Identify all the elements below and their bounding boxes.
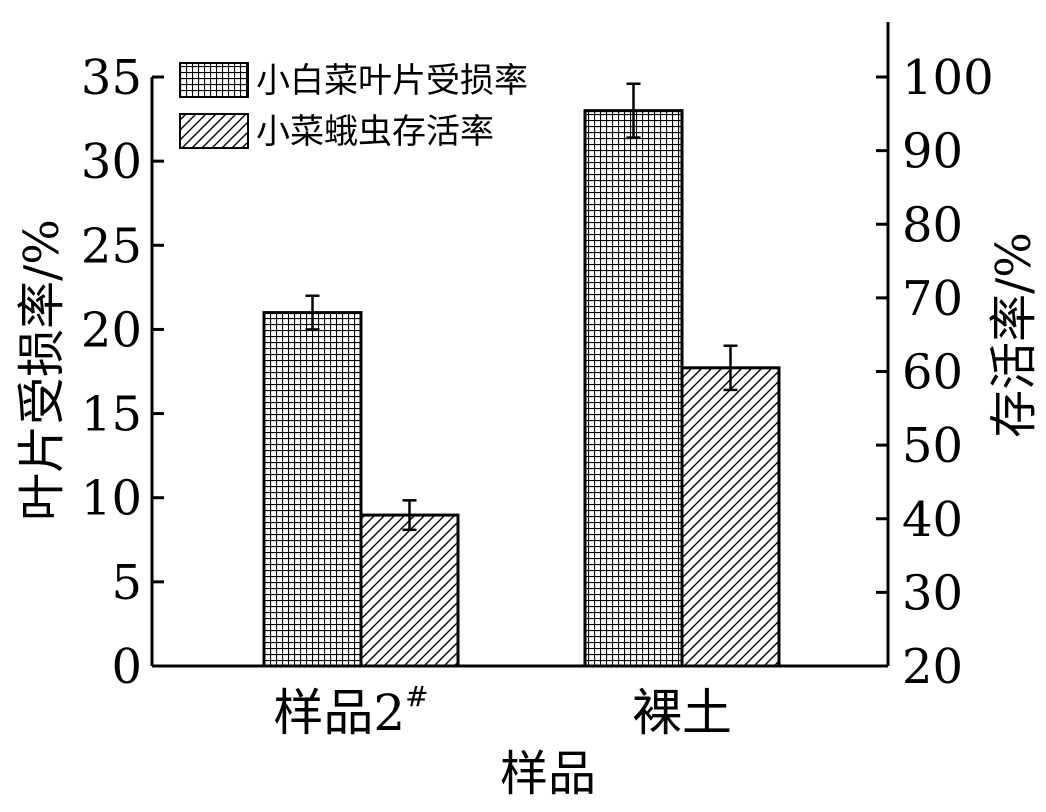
category-label-sample2: 样品2# (273, 680, 428, 742)
y-axis-right-title: 存活率/% (986, 232, 1042, 438)
y-right-tick-label: 100 (902, 50, 994, 106)
legend-swatch-survival (179, 113, 249, 149)
y-left-tick-label: 15 (81, 387, 142, 443)
bar-leaf-damage (583, 109, 684, 668)
legend-label-leaf-damage: 小白菜叶片受损率 (256, 61, 528, 101)
bar-leaf-damage (262, 311, 363, 668)
y-left-tick-label: 35 (81, 50, 142, 106)
legend-label-survival: 小菜蛾虫存活率 (256, 112, 494, 152)
y-left-tick-label: 25 (81, 218, 142, 274)
y-left-tick-label: 5 (111, 555, 142, 611)
y-left-tick-label: 0 (111, 639, 142, 695)
y-left-tick-label: 20 (81, 302, 142, 358)
x-axis-title: 样品 (500, 746, 596, 802)
y-left-tick-label: 10 (81, 471, 142, 527)
y-right-tick-label: 30 (902, 565, 963, 621)
y-right-tick-label: 90 (902, 124, 963, 180)
bar-survival (680, 366, 781, 668)
y-right-tick-label: 60 (902, 345, 963, 401)
ticks: 0 5 10 15 20 25 30 35 20 30 40 50 60 70 80 90 100 (81, 50, 994, 695)
y-axis-left-title: 叶片受损率/% (14, 219, 70, 521)
bars (262, 82, 781, 668)
y-right-tick-label: 70 (902, 271, 963, 327)
y-left-tick-label: 30 (81, 134, 142, 190)
y-right-tick-label: 20 (902, 639, 963, 695)
y-right-tick-label: 40 (902, 492, 963, 548)
category-label-bare-soil: 裸土 (632, 684, 732, 742)
legend: 小白菜叶片受损率 小菜蛾虫存活率 (179, 61, 528, 152)
bar-survival (359, 513, 460, 668)
y-right-tick-label: 50 (902, 418, 963, 474)
y-right-tick-label: 80 (902, 197, 963, 253)
legend-swatch-leaf-damage (179, 62, 249, 98)
